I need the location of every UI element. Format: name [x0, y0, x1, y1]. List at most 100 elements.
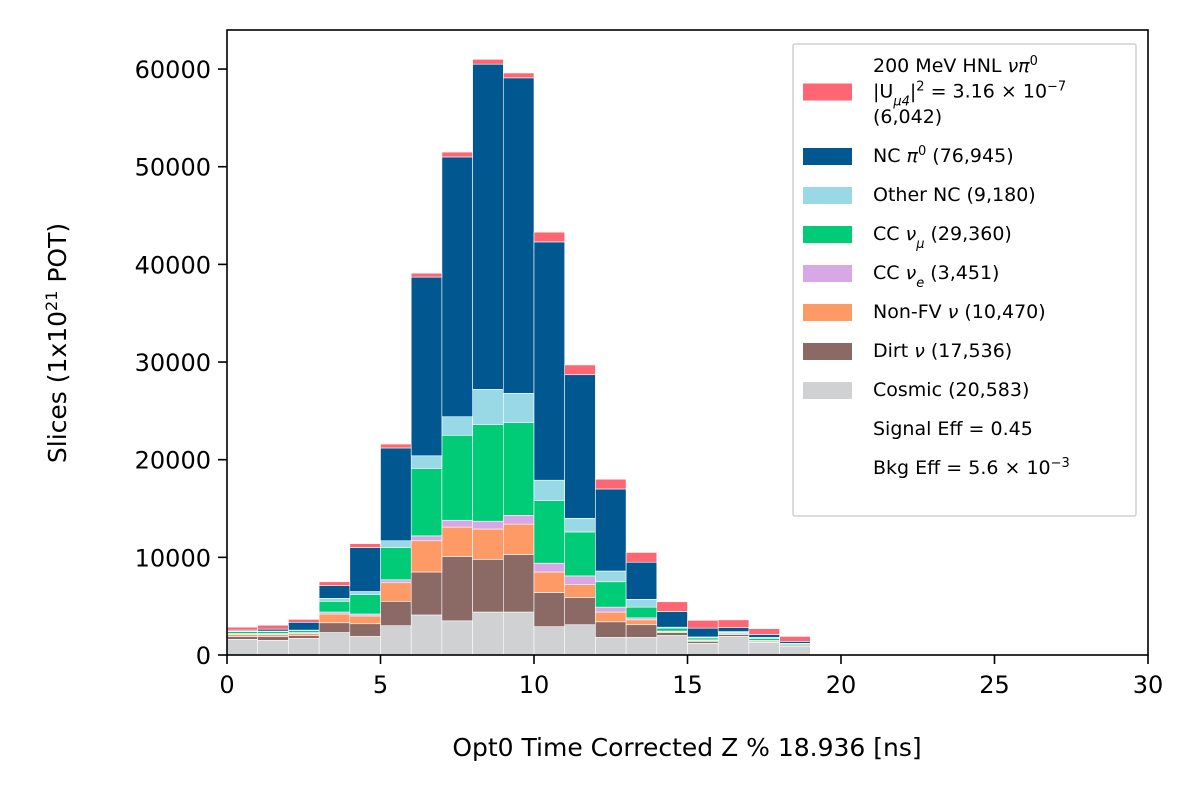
- y-axis-title: Slices (1x1021 POT): [42, 223, 73, 463]
- bar-series1-bin8: [472, 558, 504, 613]
- bar-series0-bin3: [318, 632, 351, 656]
- x-axis: 0 5 10 15 20 25 30: [219, 655, 1163, 699]
- legend-swatch-ncpi0: [803, 148, 852, 165]
- bar-series2-bin9: [502, 523, 535, 555]
- bar-series3-bin9: [502, 515, 535, 525]
- legend-swatch-othernc: [803, 187, 852, 204]
- legend-label-ncpi0: NC π0 (76,945): [873, 144, 1014, 168]
- bar-series4-bin8: [472, 424, 504, 522]
- bar-series3-bin8: [472, 520, 504, 530]
- bar-series0-bin14: [656, 635, 688, 656]
- bar-series6-bin16: [717, 627, 750, 632]
- bar-series6-bin3: [318, 585, 351, 599]
- legend-swatch-dirt: [803, 343, 852, 360]
- bar-series0-bin18: [779, 645, 811, 656]
- bar-series5-bin10: [533, 479, 566, 502]
- bar-series3-bin5: [380, 579, 412, 584]
- bar-series6-bin10: [533, 241, 566, 481]
- bar-series7-bin16: [717, 619, 750, 628]
- bar-series1-bin1: [257, 636, 289, 641]
- bar-series7-bin3: [318, 581, 351, 586]
- bar-series1-bin13: [625, 624, 658, 638]
- bar-series7-bin8: [472, 58, 504, 65]
- y-tick-label-60000: 60000: [135, 56, 211, 84]
- x-tick-label-5: 5: [373, 671, 388, 699]
- legend-label-hnl-line1: |Uμ4|2 = 3.16 × 10−7: [873, 79, 1066, 109]
- bar-series7-bin17: [748, 628, 780, 635]
- bar-series7-bin4: [349, 543, 381, 548]
- x-tick-label-20: 20: [826, 671, 857, 699]
- bar-series6-bin11: [564, 374, 596, 519]
- y-tick-label-0: 0: [196, 642, 211, 670]
- bar-series5-bin12: [595, 570, 627, 583]
- bar-series7-bin12: [595, 478, 627, 490]
- legend-swatch-hnl: [803, 83, 852, 101]
- bar-series7-bin7: [441, 151, 473, 158]
- bar-series3-bin10: [533, 562, 566, 573]
- legend-label-sigeff: Signal Eff = 0.45: [873, 418, 1033, 440]
- bar-series6-bin7: [441, 156, 473, 418]
- bar-series4-bin6: [410, 468, 443, 537]
- bar-series2-bin11: [564, 584, 596, 598]
- y-axis-title-exponent: 21: [42, 291, 61, 311]
- bar-series7-bin9: [502, 72, 535, 79]
- bar-series7-bin15: [687, 620, 719, 629]
- bar-series2-bin13: [625, 619, 658, 626]
- bar-series1-bin9: [502, 554, 535, 613]
- legend-swatch-ccnue: [803, 265, 852, 282]
- bar-series5-bin4: [349, 591, 381, 595]
- y-tick-label-30000: 30000: [135, 349, 211, 377]
- x-tick-label-15: 15: [672, 671, 703, 699]
- y-tick-label-40000: 40000: [135, 251, 211, 279]
- bar-series4-bin11: [564, 531, 596, 577]
- bar-series4-bin7: [441, 434, 473, 521]
- bar-series7-bin0: [226, 626, 259, 631]
- bar-series2-bin4: [349, 615, 381, 625]
- bar-series0-bin7: [441, 620, 473, 656]
- bar-series5-bin7: [441, 416, 473, 436]
- bar-series0-bin4: [349, 636, 381, 656]
- bar-series0-bin8: [472, 611, 504, 656]
- bar-series0-bin17: [748, 642, 780, 656]
- bar-series4-bin5: [380, 547, 412, 581]
- legend-label-cosmic: Cosmic (20,583): [873, 379, 1029, 401]
- y-tick-label-10000: 10000: [135, 544, 211, 572]
- bar-series4-bin10: [533, 500, 566, 564]
- bar-series6-bin15: [687, 627, 719, 638]
- bar-series7-bin5: [380, 443, 412, 449]
- bar-series6-bin8: [472, 63, 504, 390]
- bar-series0-bin5: [380, 625, 412, 656]
- bar-series7-bin14: [656, 601, 688, 612]
- bar-series2-bin5: [380, 582, 412, 602]
- bar-series1-bin6: [410, 571, 443, 616]
- x-axis-title: Opt0 Time Corrected Z % 18.936 [ns]: [452, 733, 921, 762]
- bar-series1-bin3: [318, 622, 351, 633]
- bar-series5-bin9: [502, 392, 535, 423]
- bar-series3-bin12: [595, 606, 627, 613]
- bar-series5-bin5: [380, 540, 412, 548]
- x-tick-label-25: 25: [979, 671, 1010, 699]
- y-tick-label-50000: 50000: [135, 154, 211, 182]
- bar-series0-bin0: [226, 639, 259, 656]
- bar-series0-bin2: [288, 638, 320, 656]
- y-axis-title-end: POT): [43, 223, 72, 291]
- bar-series3-bin11: [564, 575, 596, 585]
- stacked-bars: [226, 58, 811, 656]
- bar-series0-bin6: [410, 614, 443, 656]
- bar-series6-bin14: [656, 611, 688, 628]
- bar-series1-bin14: [656, 632, 688, 636]
- y-tick-label-20000: 20000: [135, 447, 211, 475]
- bar-series1-bin4: [349, 623, 381, 637]
- bar-series6-bin4: [349, 547, 381, 592]
- bar-series4-bin12: [595, 581, 627, 608]
- bar-series6-bin2: [288, 621, 320, 631]
- x-tick-label-30: 30: [1133, 671, 1164, 699]
- y-axis-title-base: Slices (1x10: [43, 311, 72, 463]
- bar-series2-bin12: [595, 611, 627, 623]
- bar-series0-bin1: [257, 640, 289, 656]
- bar-series6-bin13: [625, 561, 658, 600]
- bar-series0-bin12: [595, 637, 627, 656]
- bar-series3-bin7: [441, 519, 473, 528]
- y-axis: 0 10000 20000 30000 40000 50000 60000: [135, 56, 227, 670]
- bar-series0-bin16: [717, 636, 750, 656]
